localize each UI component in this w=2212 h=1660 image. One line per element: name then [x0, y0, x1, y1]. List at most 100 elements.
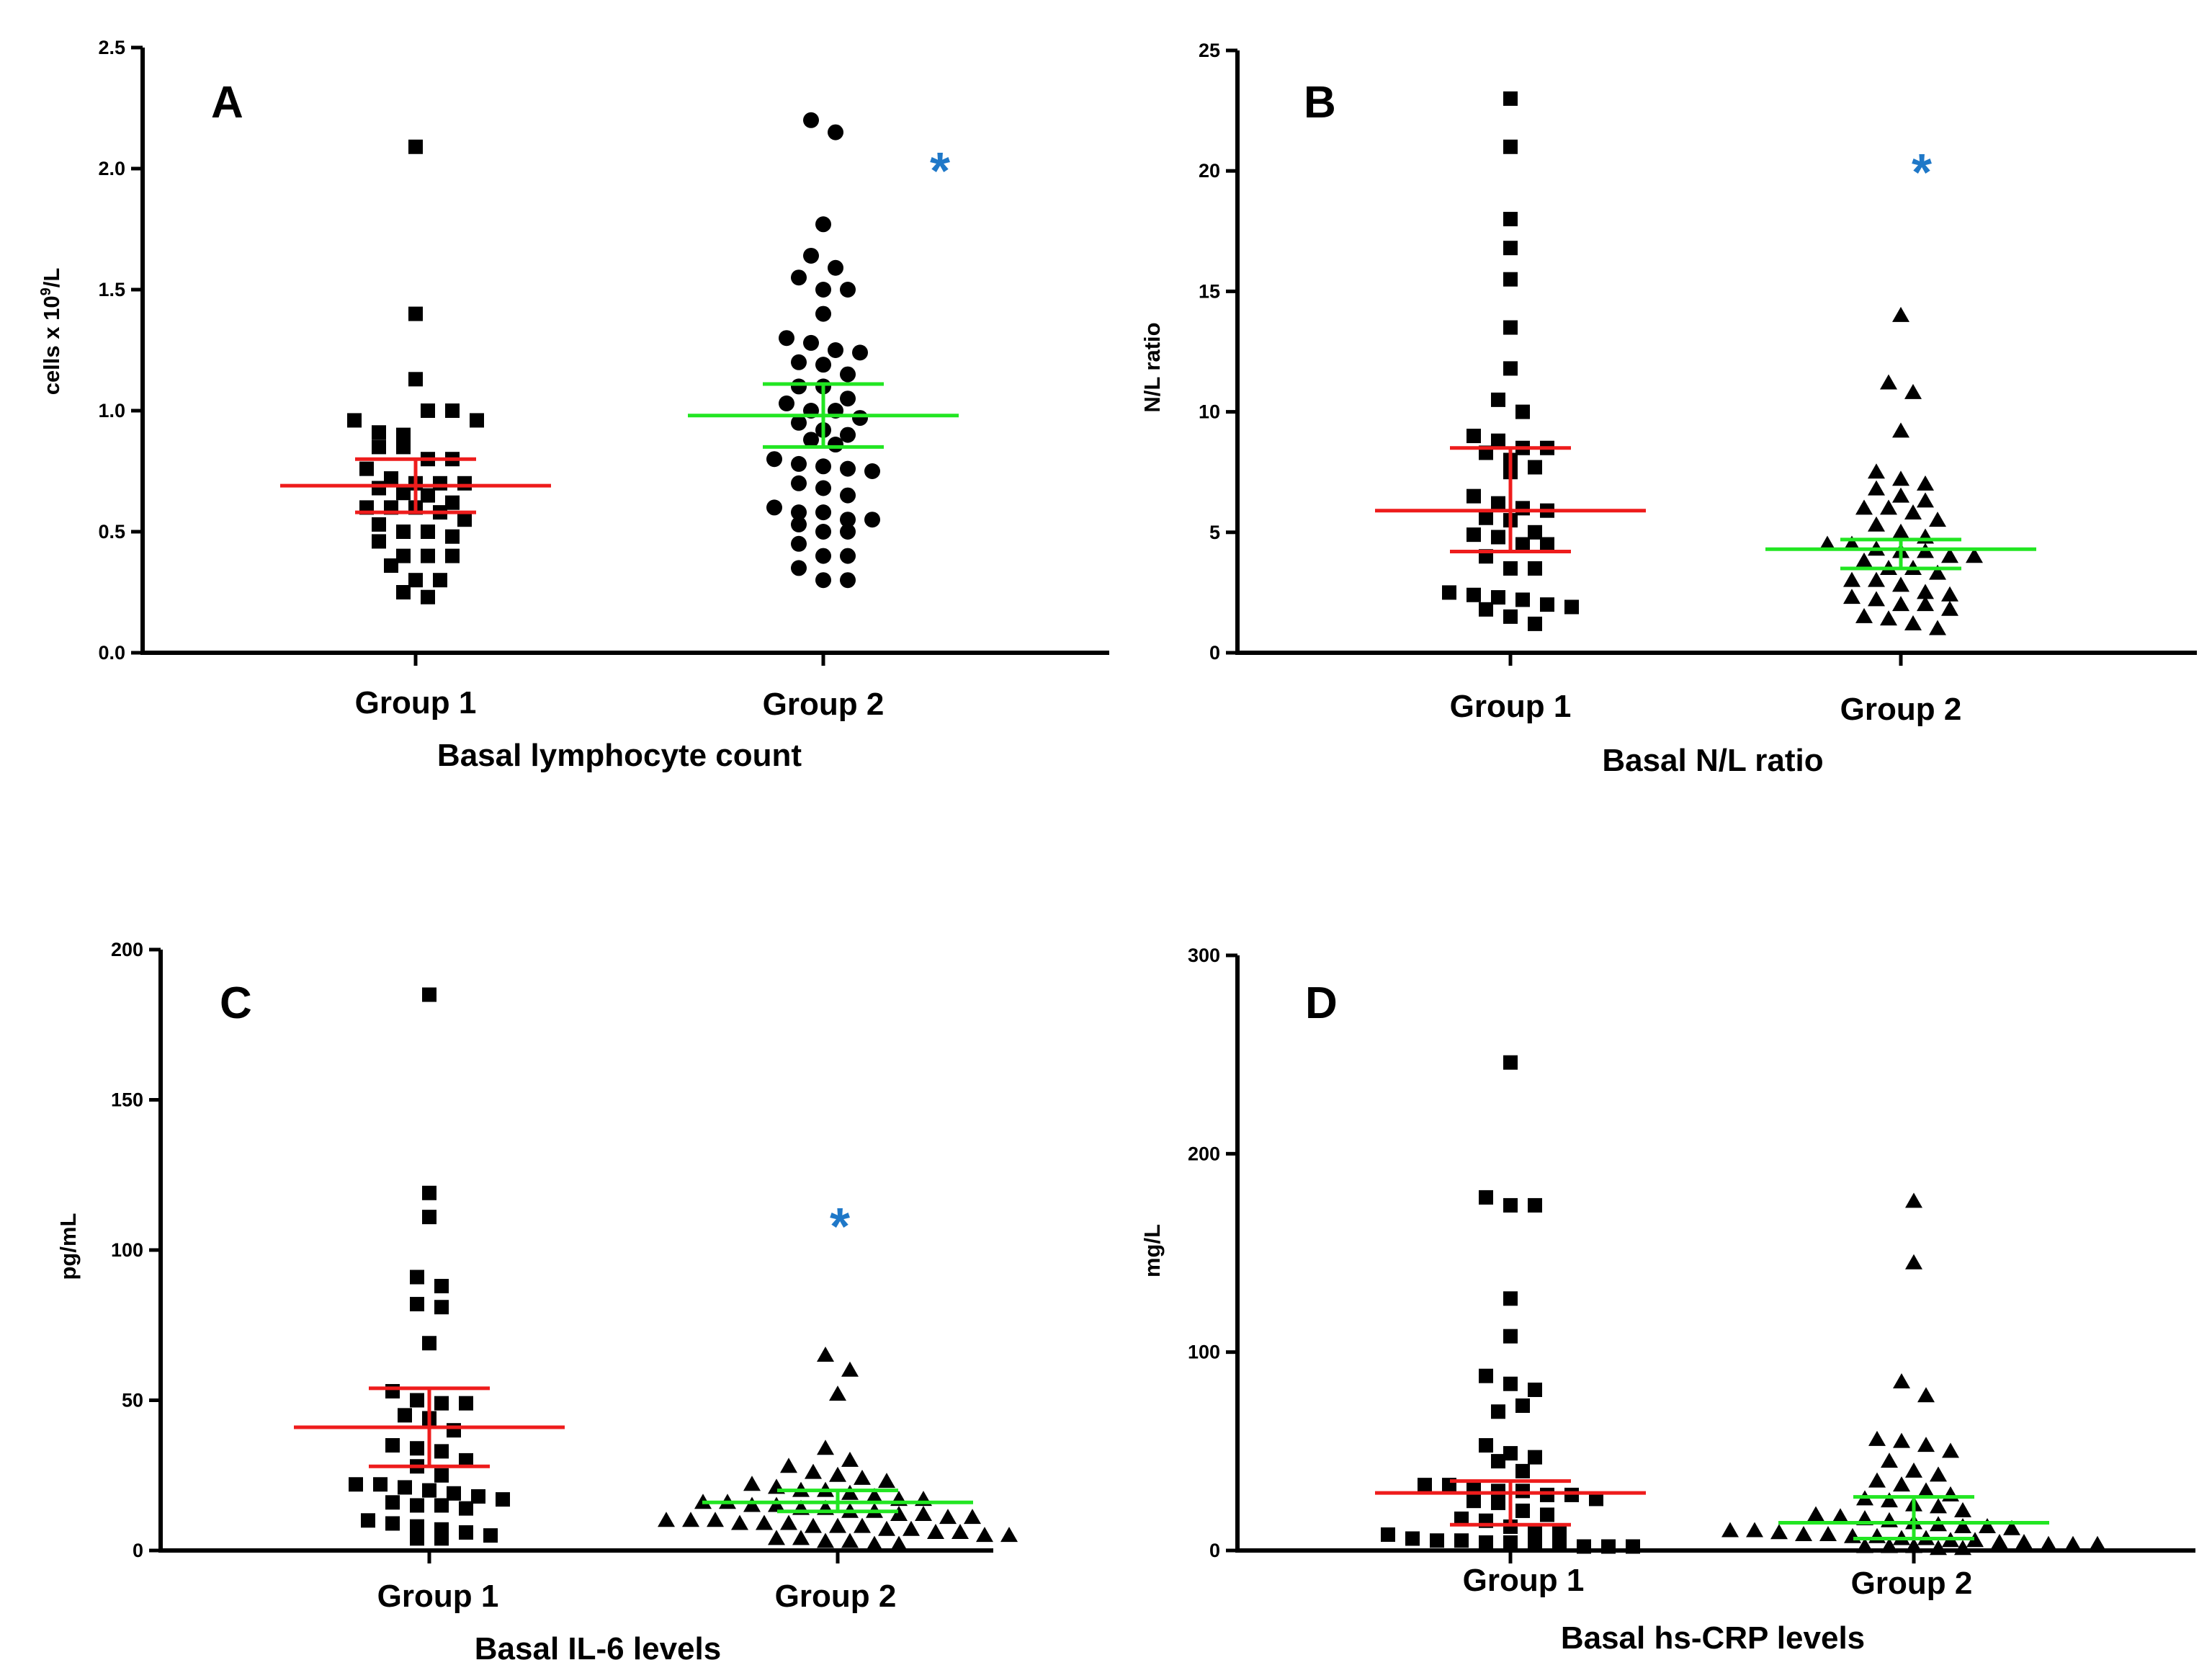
- panel-c-group1-point: [422, 1210, 436, 1225]
- panel-d-group2-point: [1893, 1476, 1910, 1492]
- panel-c-group2-point: [829, 1385, 846, 1401]
- panel-c-group2-point: [792, 1530, 810, 1545]
- panel-a-group2-point: [864, 463, 880, 479]
- panel-c-group1-point: [398, 1408, 412, 1423]
- panel-c-group2-point: [854, 1517, 871, 1533]
- panel-a-group1-point: [359, 461, 374, 476]
- panel-d-group1-point: [1503, 1329, 1518, 1344]
- panel-d-group2-point: [1905, 1462, 1922, 1478]
- panel-d-ytick-label: 100: [1188, 1342, 1220, 1363]
- panel-a-group2-point: [791, 516, 807, 532]
- panel-d-group1-point: [1503, 1376, 1518, 1391]
- panel-c-title: Basal IL-6 levels: [475, 1631, 721, 1660]
- panel-c-group2-point: [878, 1473, 895, 1489]
- panel-a-group1-point: [408, 306, 423, 321]
- panel-b-group1-point: [1515, 537, 1530, 552]
- panel-d-group1-point: [1491, 1495, 1505, 1510]
- panel-c-cat-1: Group 1: [377, 1579, 499, 1614]
- panel-a: 0.0 0.5 1.0 1.5 2.0 2.5 A cells x 109/L Group…: [38, 37, 1109, 773]
- panel-d-group1-point: [1601, 1539, 1616, 1554]
- panel-b-ytick-label: 5: [1209, 522, 1220, 543]
- panel-c-group1-point: [422, 1483, 436, 1498]
- panel-d-group1-point: [1528, 1382, 1542, 1397]
- panel-c-group2-point: [829, 1517, 846, 1533]
- panel-a-group2-point: [852, 410, 868, 427]
- panel-d-group2-point: [1868, 1527, 1886, 1543]
- panel-c-group1-point: [410, 1269, 424, 1285]
- panel-c-group1-point: [434, 1396, 449, 1411]
- panel-b-group1-point: [1540, 537, 1554, 552]
- panel-d-group1-point: [1552, 1525, 1567, 1540]
- panel-c-group1-point: [496, 1492, 510, 1507]
- panel-c-group1-point: [349, 1477, 363, 1492]
- panel-a-group1-point: [372, 481, 386, 496]
- panel-c-group2-point: [890, 1535, 908, 1551]
- panel-d-group2-point: [1881, 1512, 1898, 1527]
- panel-b-group2-point: [1880, 499, 1897, 515]
- panel-c-group1-point: [422, 1185, 436, 1200]
- panel-d-group1-point: [1540, 1487, 1554, 1502]
- panel-d-group1-point: [1491, 1404, 1505, 1419]
- panel-a-error-bars: [280, 382, 959, 514]
- panel-c-axes: [158, 950, 993, 1553]
- panel-c-group2-point: [756, 1514, 773, 1530]
- panel-c-group2-point: [866, 1487, 883, 1503]
- panel-a-group2-point: [840, 548, 856, 564]
- panel-d-group1-point: [1552, 1537, 1567, 1552]
- panel-b-group1-point: [1491, 433, 1505, 448]
- panel-a-group1-point: [372, 517, 386, 532]
- panel-c-group2-point: [866, 1535, 883, 1551]
- panel-c-group2-point: [805, 1463, 822, 1479]
- panel-a-group2-point: [803, 432, 819, 448]
- panel-a-letter: A: [211, 78, 243, 128]
- panel-c-group1-point: [361, 1513, 375, 1528]
- panel-a-group1-point: [384, 558, 398, 574]
- panel-b-group2-point: [1892, 470, 1909, 486]
- panel-c-group1-point: [459, 1452, 473, 1468]
- panel-d-ytick-label: 0: [1209, 1540, 1220, 1561]
- panel-d-group1-point: [1503, 1535, 1518, 1550]
- panel-b-group1-point: [1515, 592, 1530, 607]
- panel-c-group2-point: [841, 1361, 859, 1377]
- panel-b-group2-point: [1941, 586, 1958, 602]
- panel-b-ylabel: N/L ratio: [1139, 322, 1165, 412]
- panel-b-group1-point: [1540, 597, 1554, 612]
- panel-b-group2-point: [1880, 610, 1897, 626]
- panel-a-group2-point: [791, 414, 807, 431]
- panel-c-group2-point: [890, 1505, 908, 1521]
- panel-a-group2-point: [791, 504, 807, 521]
- panel-a-group1-point: [372, 425, 386, 440]
- panel-d-group2-point: [2003, 1520, 2020, 1535]
- panel-d-group1-point: [1479, 1535, 1493, 1550]
- panel-a-ytick-label: 2.5: [98, 37, 125, 58]
- panel-c-group2-point: [817, 1346, 834, 1362]
- panel-c-group1-point: [422, 987, 436, 1002]
- panel-a-title: Basal lymphocyte count: [437, 738, 802, 773]
- panel-d-group1-point: [1430, 1533, 1444, 1548]
- panel-c-group1-point: [434, 1498, 449, 1513]
- panel-b-group1-point: [1503, 561, 1518, 576]
- panel-b-group2-point: [1892, 576, 1909, 592]
- panel-b-group1-point: [1467, 488, 1481, 504]
- panel-a-ytick-label: 1.5: [98, 279, 125, 300]
- panel-c: 0 50 100 150 200 C pg/mL Group 1 Group 2 Bas…: [55, 939, 1018, 1660]
- panel-b-group2-point: [1941, 600, 1958, 616]
- panel-a-group2-point: [791, 475, 807, 491]
- panel-b-group1-point: [1503, 241, 1518, 256]
- panel-d-group2-point: [1856, 1538, 1873, 1553]
- panel-b-title: Basal N/L ratio: [1602, 743, 1823, 778]
- panel-c-group2-point: [743, 1496, 761, 1512]
- panel-b-group2-point: [1868, 591, 1885, 607]
- panel-d-group2-point: [1917, 1387, 1935, 1403]
- panel-b-group1-point: [1503, 609, 1518, 624]
- panel-d-group1-point: [1589, 1491, 1603, 1507]
- panel-a-group1-point: [396, 439, 411, 455]
- panel-d-group1-point: [1381, 1527, 1395, 1542]
- panel-a-group1-point: [396, 427, 411, 442]
- panel-d-group2-point: [1930, 1540, 1947, 1556]
- panel-b-group1-point: [1503, 272, 1518, 287]
- panel-c-group2-point: [805, 1517, 822, 1533]
- panel-b-group1-point: [1503, 361, 1518, 376]
- panel-b-group1-point: [1503, 139, 1518, 154]
- panel-a-ylabel: cells x 109/L: [38, 268, 64, 396]
